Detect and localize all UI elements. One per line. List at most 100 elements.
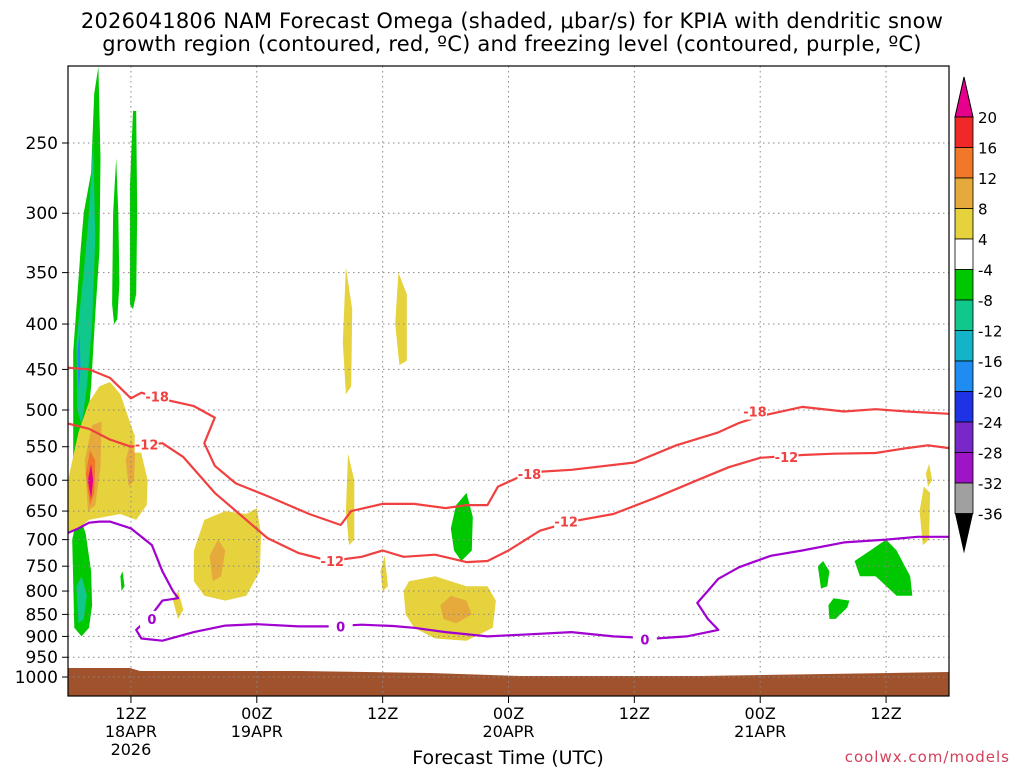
y-tick-label: 350 <box>26 264 58 284</box>
x-tick-label: 19APR <box>231 722 283 741</box>
y-tick-label: 1000 <box>15 668 58 688</box>
colorbar-segment <box>954 482 974 514</box>
x-tick-label: 00Z <box>493 704 524 723</box>
contour-label: -12 <box>135 439 159 454</box>
x-tick-label: 00Z <box>745 704 776 723</box>
contour-label-bg <box>774 449 799 466</box>
y-tick-label: 900 <box>26 627 58 647</box>
colorbar-label: 4 <box>978 231 988 249</box>
colorbar-label: -12 <box>978 323 1003 341</box>
x-tick-label: 2026 <box>111 740 152 759</box>
colorbar-label: 20 <box>978 109 997 127</box>
contour-label: -12 <box>775 451 799 466</box>
omega-neg-low <box>76 576 87 624</box>
omega-neg-core <box>77 333 81 391</box>
contour-label-bg <box>139 610 164 627</box>
contour-label: -18 <box>145 391 169 406</box>
x-tick-label: 12Z <box>619 704 650 723</box>
colorbar-segment <box>954 147 974 179</box>
colorbar-label: -16 <box>978 353 1003 371</box>
omega-pos-speck <box>380 555 388 591</box>
y-tick-label: 250 <box>26 134 58 154</box>
colorbar-label: -36 <box>978 506 1003 524</box>
chart-title-line2: growth region (contoured, red, ºC) and f… <box>102 32 922 56</box>
omega-neg-speck <box>817 561 830 589</box>
y-tick-label: 450 <box>26 360 58 380</box>
x-tick-label: 00Z <box>241 704 272 723</box>
contour-label: -18 <box>518 468 542 483</box>
colorbar-label: -28 <box>978 445 1003 463</box>
colorbar-segment <box>954 360 974 392</box>
colorbar-segment <box>954 421 974 453</box>
y-tick-label: 750 <box>26 557 58 577</box>
colorbar-label: -4 <box>978 262 993 280</box>
x-tick-label: 18APR <box>105 722 157 741</box>
contour-label: 0 <box>336 620 345 635</box>
colorbar-segment <box>954 299 974 331</box>
colorbar-segment <box>954 391 974 423</box>
pressure-axis: 2503003504004505005506006507007508008509… <box>15 134 68 688</box>
y-tick-label: 850 <box>26 605 58 625</box>
x-tick-label: 12Z <box>870 704 901 723</box>
omega-pos-peak <box>87 463 94 499</box>
contour-label-bg <box>145 388 170 405</box>
contour-line <box>68 422 949 564</box>
contour-label-bg <box>134 436 159 453</box>
y-tick-label: 600 <box>26 471 58 491</box>
x-tick-label: 21APR <box>734 722 786 741</box>
contour-label: 0 <box>640 633 649 648</box>
contour-label-bg <box>328 618 353 635</box>
contour-labels: -18 -18 -18 -12 -12 -12 -12 0 0 0 <box>134 388 799 648</box>
colorbar-label: 16 <box>978 140 997 158</box>
omega-neg-band <box>76 143 96 426</box>
y-tick-label: 950 <box>26 648 58 668</box>
omega-neg-speck <box>828 598 850 619</box>
contour-line <box>68 520 949 642</box>
omega-pos-speck <box>925 463 933 487</box>
colorbar-label: -32 <box>978 475 1003 493</box>
omega-shading <box>68 66 933 641</box>
contour-label-bg <box>517 465 542 482</box>
contour-label-bg <box>320 553 345 570</box>
y-tick-label: 400 <box>26 315 58 335</box>
omega-neg-blob <box>450 492 473 561</box>
omega-pos-thin <box>345 453 355 546</box>
omega-pos-core <box>209 539 226 582</box>
colorbar-label: 8 <box>978 201 988 219</box>
contour-label: -12 <box>554 516 578 531</box>
y-tick-label: 800 <box>26 582 58 602</box>
omega-pos-core <box>440 595 472 624</box>
colorbar-top-arrow <box>954 76 974 118</box>
colorbar-segment <box>954 177 974 209</box>
y-tick-label: 550 <box>26 438 58 458</box>
y-tick-label: 650 <box>26 502 58 522</box>
omega-pos-core <box>125 439 136 487</box>
omega-neg-band <box>129 110 138 310</box>
colorbar-legend: 20 16 12 8 4 -4 -8 -12 -16 -20 -24 -28 -32 -36 <box>954 76 1003 554</box>
colorbar-segment <box>954 116 974 148</box>
contour-label: -18 <box>743 406 767 421</box>
contour-label: -12 <box>321 555 345 570</box>
colorbar-segment <box>954 238 974 270</box>
colorbar-segment <box>954 330 974 362</box>
colorbar-segment <box>954 269 974 301</box>
colorbar-label: 12 <box>978 170 997 188</box>
omega-neg-blob <box>854 539 913 596</box>
y-tick-label: 500 <box>26 401 58 421</box>
contour-label: 0 <box>147 613 156 628</box>
omega-pos-region <box>193 508 261 601</box>
grid-lines <box>68 66 949 696</box>
colorbar-label: -8 <box>978 292 993 310</box>
x-tick-label: 12Z <box>367 704 398 723</box>
colorbar-segment <box>954 208 974 240</box>
omega-neg-band <box>112 158 120 324</box>
omega-pos-thin <box>919 486 931 546</box>
omega-pos-thin <box>342 267 353 395</box>
y-tick-label: 300 <box>26 204 58 224</box>
omega-neg-low <box>72 511 93 637</box>
x-tick-label: 20APR <box>482 722 534 741</box>
x-tick-label: 12Z <box>115 704 146 723</box>
colorbar-bottom-arrow <box>955 513 973 554</box>
